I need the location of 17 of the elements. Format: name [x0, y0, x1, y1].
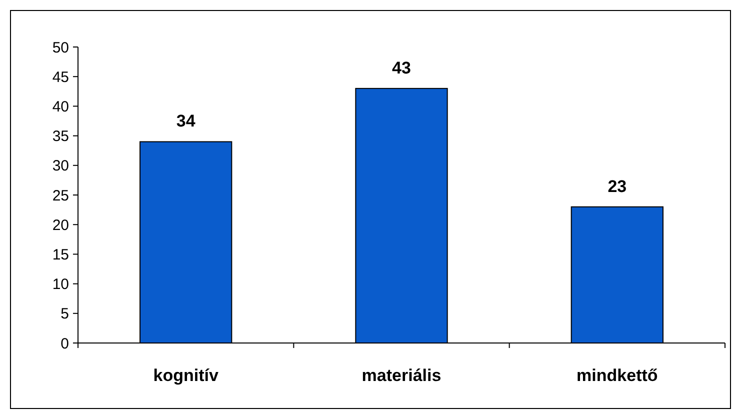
y-tick-label: 40: [52, 98, 69, 116]
x-tick-label: mindkettő: [576, 366, 658, 385]
y-tick-label: 30: [52, 158, 69, 175]
y-tick-label: 20: [52, 216, 69, 234]
data-label: 34: [176, 112, 196, 131]
y-tick-label: 45: [52, 68, 69, 86]
y-tick-label: 25: [52, 187, 69, 204]
y-tick-label: 50: [52, 39, 69, 56]
y-tick-label: 0: [60, 335, 69, 352]
y-tick-label: 15: [52, 246, 69, 264]
data-label: 23: [608, 176, 627, 196]
x-tick-label: kognitív: [153, 366, 219, 385]
y-tick-label: 5: [60, 306, 69, 323]
data-label: 43: [392, 58, 411, 78]
y-tick-label: 10: [52, 276, 69, 294]
x-tick-label: materiális: [362, 366, 442, 385]
y-tick-label: 35: [52, 128, 69, 146]
